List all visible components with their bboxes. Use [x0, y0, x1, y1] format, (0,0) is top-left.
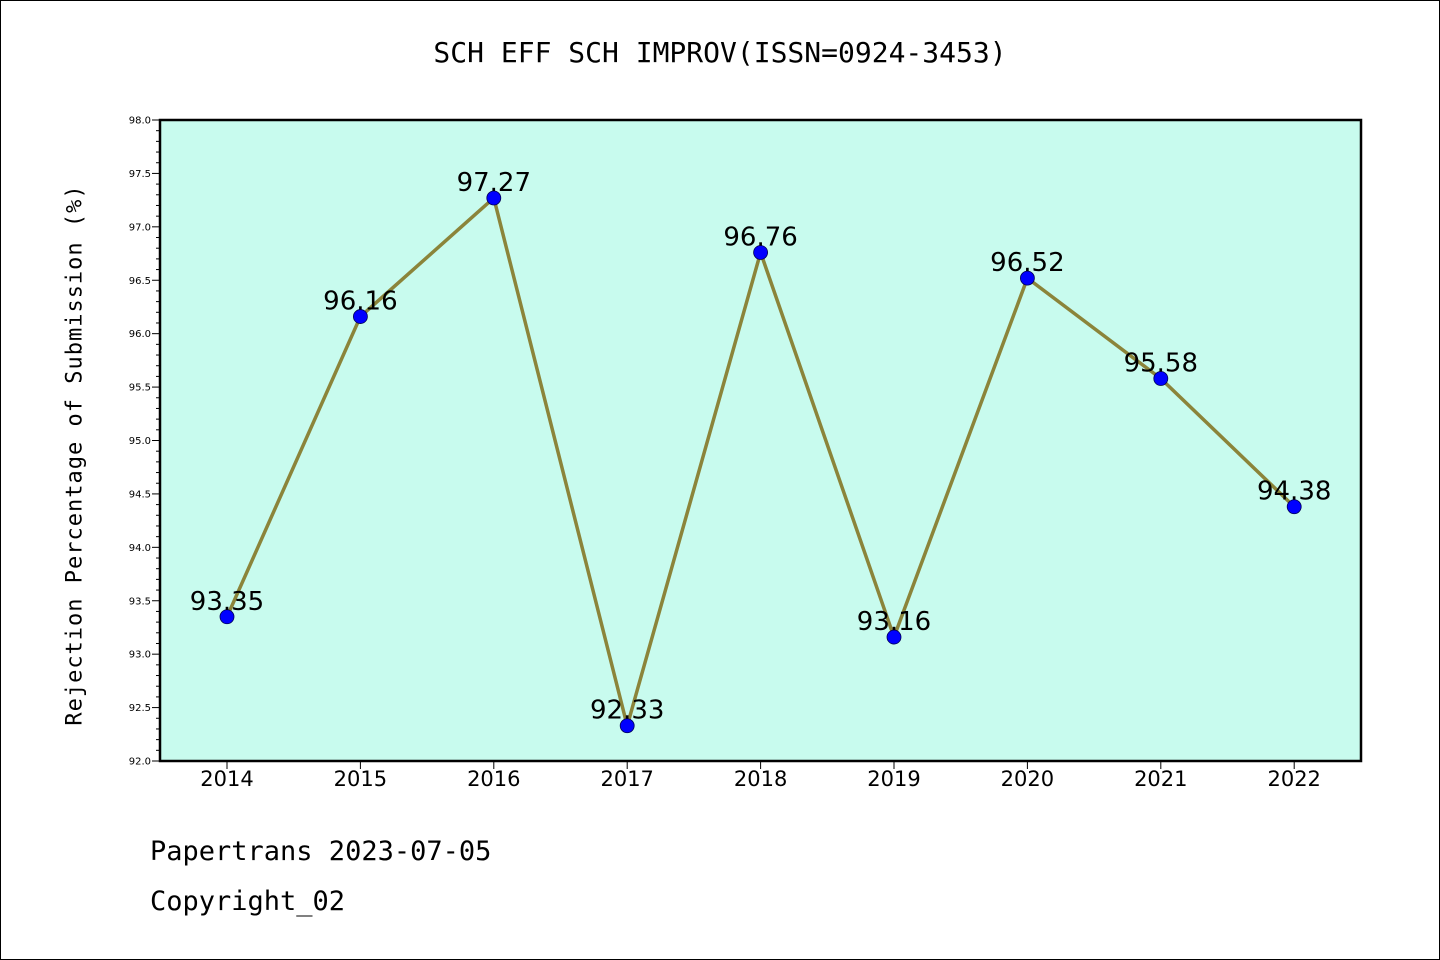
x-tick-label: 2021: [1134, 767, 1187, 791]
data-label: 94.38: [1257, 477, 1331, 507]
data-point: [219, 609, 235, 625]
data-point: [1020, 270, 1035, 286]
y-tick-label: 92.5: [129, 703, 151, 714]
y-tick-label: 92.0: [129, 757, 151, 768]
chart-title: SCH EFF SCH IMPROV(ISSN=0924-3453): [433, 36, 1007, 69]
data-point: [352, 309, 368, 324]
y-tick-label: 94.0: [129, 543, 151, 554]
data-label: 92.33: [590, 696, 664, 726]
data-point: [619, 718, 635, 734]
y-tick-label: 94.5: [129, 489, 151, 500]
y-tick-label: 95.0: [129, 436, 151, 447]
x-tick-label: 2019: [867, 767, 920, 791]
x-tick-label: 2018: [734, 767, 787, 791]
y-tick-label: 98.0: [129, 116, 151, 127]
data-label: 96.76: [723, 222, 797, 252]
y-tick-label: 93.5: [129, 596, 151, 607]
y-tick-label: 97.0: [129, 222, 151, 233]
footer-source: Papertrans 2023-07-05: [150, 836, 492, 867]
x-tick-label: 2017: [600, 767, 653, 791]
data-label: 93.35: [190, 587, 264, 617]
x-tick-label: 2022: [1267, 767, 1320, 791]
data-label: 93.16: [857, 607, 931, 637]
plot-area: [160, 120, 1361, 761]
data-label: 96.52: [990, 248, 1064, 278]
x-tick-label: 2020: [1001, 767, 1054, 791]
data-point: [486, 190, 502, 206]
data-point: [1286, 499, 1302, 515]
data-point: [886, 629, 902, 645]
x-tick-label: 2014: [200, 767, 253, 791]
x-tick-label: 2015: [334, 767, 387, 791]
y-tick-label: 95.5: [129, 383, 151, 394]
plot-border: [158, 118, 1363, 763]
y-tick-label: 96.0: [129, 329, 151, 340]
data-point: [753, 245, 768, 260]
x-tick-label: 2016: [467, 767, 520, 791]
data-label: 96.16: [323, 287, 397, 317]
y-tick-label: 97.5: [129, 169, 151, 180]
y-tick-label: 93.0: [129, 650, 151, 661]
y-tick-label: 96.5: [129, 276, 151, 287]
data-label: 97.27: [457, 168, 531, 198]
data-label: 95.58: [1124, 349, 1198, 379]
data-point: [1153, 371, 1169, 386]
footer-copyright: Copyright_02: [150, 886, 346, 917]
